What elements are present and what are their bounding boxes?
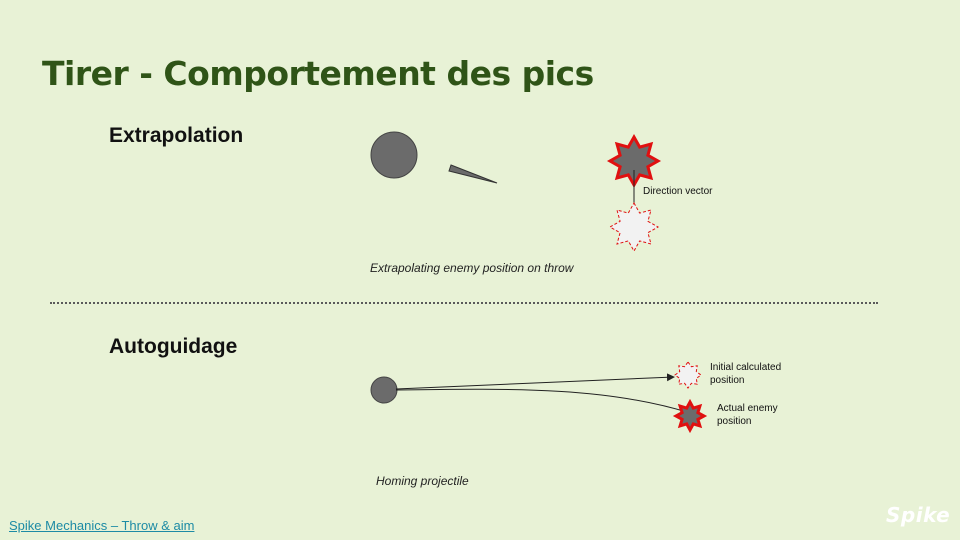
initial-position-star [674, 361, 702, 389]
homing-heading: Autoguidage [109, 335, 238, 358]
section-divider [50, 302, 878, 304]
player-circle-homing [370, 376, 398, 404]
spike-logo: Spike [886, 503, 951, 527]
homing-caption: Homing projectile [376, 474, 469, 488]
actual-enemy-star [672, 398, 708, 434]
direction-vector-label: Direction vector [643, 186, 713, 197]
actual-position-label: Actual enemy position [717, 403, 778, 427]
enemy-predicted-star [608, 201, 660, 253]
initial-trajectory-arrow [395, 373, 675, 390]
homing-trajectory-arrow [395, 388, 691, 415]
extrapolation-caption: Extrapolating enemy position on throw [370, 261, 574, 275]
player-circle [370, 131, 418, 179]
spike-mechanics-link[interactable]: Spike Mechanics – Throw & aim [9, 518, 195, 533]
initial-position-label: Initial calculated position [710, 362, 782, 386]
slide-title: Tirer - Comportement des pics [42, 54, 594, 93]
spike-projectile [448, 164, 498, 184]
extrapolation-heading: Extrapolation [109, 124, 244, 147]
